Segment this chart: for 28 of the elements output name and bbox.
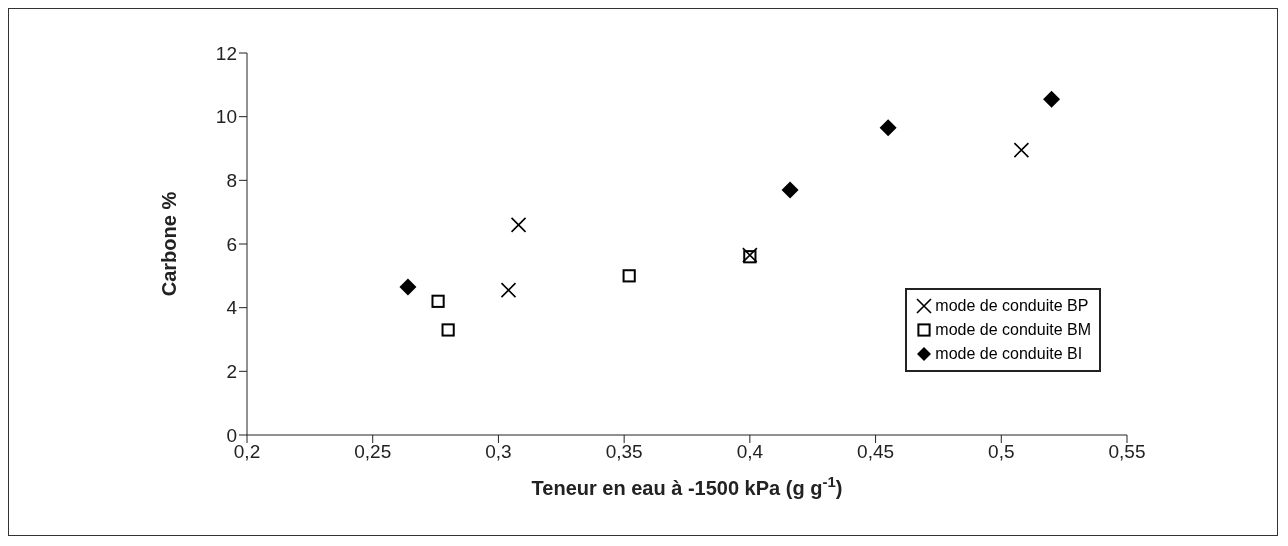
y-tick-label: 2 xyxy=(226,361,237,383)
x-tick-label: 0,4 xyxy=(736,441,764,463)
y-tick-label: 10 xyxy=(215,106,237,128)
x-tick-label: 0,5 xyxy=(988,441,1015,463)
point xyxy=(500,282,517,298)
point xyxy=(622,269,636,283)
x-tick-label: 0,45 xyxy=(857,441,895,463)
point xyxy=(781,181,799,199)
x-axis-title: Teneur en eau à -1500 kPa (g g$^{-1}$) xyxy=(531,472,843,499)
y-axis-title: Carbone % xyxy=(158,191,181,297)
y-tick-label: 12 xyxy=(215,42,237,64)
x-tick-label: 0,25 xyxy=(354,441,392,463)
x-tick-label: 0,35 xyxy=(605,441,643,463)
point xyxy=(441,323,455,337)
legend-label: mode de conduite BP xyxy=(935,296,1089,316)
point xyxy=(879,119,897,137)
legend-label: mode de conduite BM xyxy=(935,320,1091,340)
point xyxy=(399,278,417,296)
y-tick-label: 6 xyxy=(226,233,237,255)
point xyxy=(1043,90,1061,108)
y-tick-label: 4 xyxy=(226,297,238,319)
x-tick-label: 0,3 xyxy=(485,441,512,463)
legend-label: mode de conduite BI xyxy=(935,344,1083,364)
x-tick-label: 0,55 xyxy=(1108,441,1146,463)
point xyxy=(431,294,445,308)
y-tick-label: 8 xyxy=(226,170,237,192)
point xyxy=(1013,142,1030,158)
point xyxy=(510,217,527,233)
